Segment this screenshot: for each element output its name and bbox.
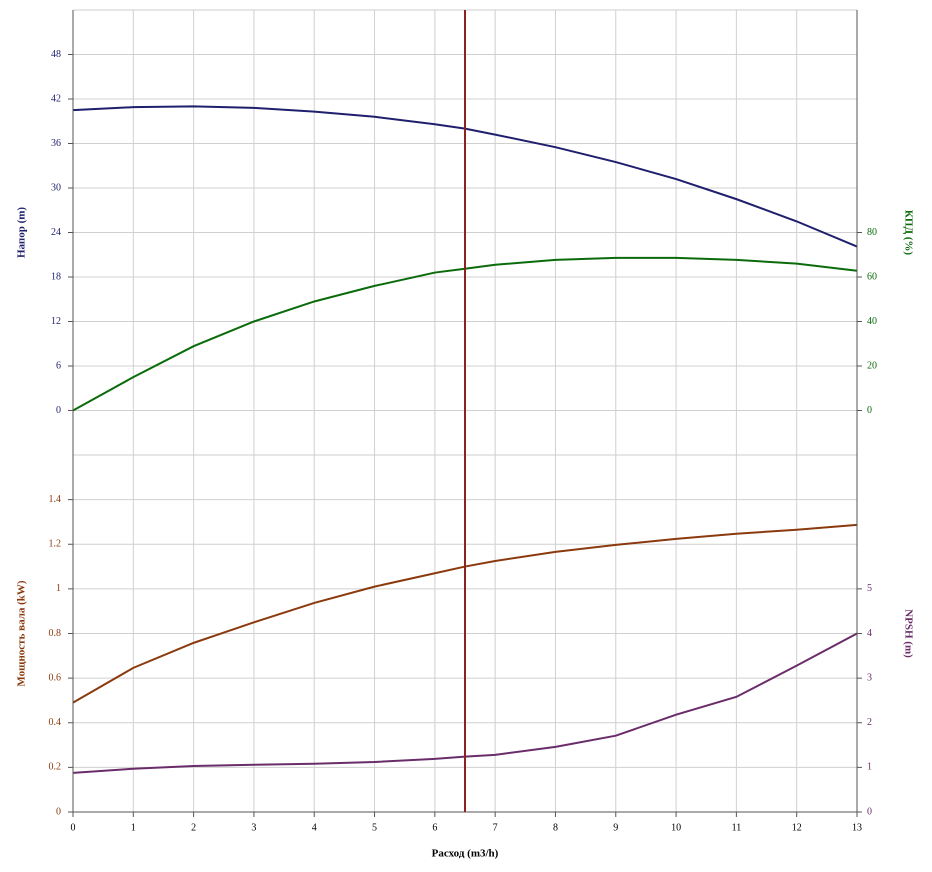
y-tick-label: 12 bbox=[51, 316, 61, 327]
x-tick-label: 9 bbox=[613, 822, 618, 833]
y2-tick-label: 3 bbox=[867, 672, 872, 683]
y2-tick-label: 0 bbox=[867, 405, 872, 416]
x-tick-label: 12 bbox=[792, 822, 802, 833]
y2-axis-label: КПД (%) bbox=[902, 210, 914, 256]
y-tick-label: 1 bbox=[56, 583, 61, 594]
x-tick-label: 0 bbox=[71, 822, 76, 833]
y2-tick-label: 4 bbox=[867, 628, 872, 639]
x-tick-label: 5 bbox=[372, 822, 377, 833]
y2-axis-label: NPSH (m) bbox=[902, 609, 914, 658]
y2-tick-label: 5 bbox=[867, 583, 872, 594]
y-tick-label: 30 bbox=[51, 182, 61, 193]
y-tick-label: 48 bbox=[51, 49, 61, 60]
x-tick-label: 7 bbox=[493, 822, 498, 833]
x-tick-label: 4 bbox=[312, 822, 317, 833]
y-tick-label: 42 bbox=[51, 93, 61, 104]
y2-tick-label: 40 bbox=[867, 316, 877, 327]
y-tick-label: 6 bbox=[56, 360, 61, 371]
x-tick-label: 10 bbox=[671, 822, 681, 833]
y2-tick-label: 80 bbox=[867, 227, 877, 238]
y-tick-label: 0.6 bbox=[49, 672, 62, 683]
y-axis-label: Мощность вала (kW) bbox=[16, 580, 28, 686]
y-tick-label: 0.2 bbox=[49, 762, 62, 773]
y-tick-label: 36 bbox=[51, 138, 61, 149]
y2-tick-label: 1 bbox=[867, 762, 872, 773]
x-tick-label: 2 bbox=[191, 822, 196, 833]
y2-tick-label: 2 bbox=[867, 717, 872, 728]
y-tick-label: 0 bbox=[56, 806, 61, 817]
y-tick-label: 1.2 bbox=[49, 539, 62, 550]
y-tick-label: 24 bbox=[51, 227, 61, 238]
x-tick-label: 1 bbox=[131, 822, 136, 833]
y2-tick-label: 20 bbox=[867, 360, 877, 371]
x-tick-label: 11 bbox=[732, 822, 742, 833]
x-tick-label: 3 bbox=[251, 822, 256, 833]
y-tick-label: 1.4 bbox=[49, 494, 62, 505]
y2-tick-label: 60 bbox=[867, 271, 877, 282]
x-axis-label: Расход (m3/h) bbox=[432, 848, 499, 860]
y2-tick-label: 0 bbox=[867, 806, 872, 817]
x-tick-label: 6 bbox=[432, 822, 437, 833]
y-tick-label: 0.4 bbox=[49, 717, 62, 728]
y-tick-label: 18 bbox=[51, 271, 61, 282]
y-tick-label: 0.8 bbox=[49, 628, 62, 639]
x-tick-label: 8 bbox=[553, 822, 558, 833]
y-axis-label: Напор (m) bbox=[16, 207, 28, 258]
y-tick-label: 0 bbox=[56, 405, 61, 416]
x-tick-label: 13 bbox=[852, 822, 862, 833]
